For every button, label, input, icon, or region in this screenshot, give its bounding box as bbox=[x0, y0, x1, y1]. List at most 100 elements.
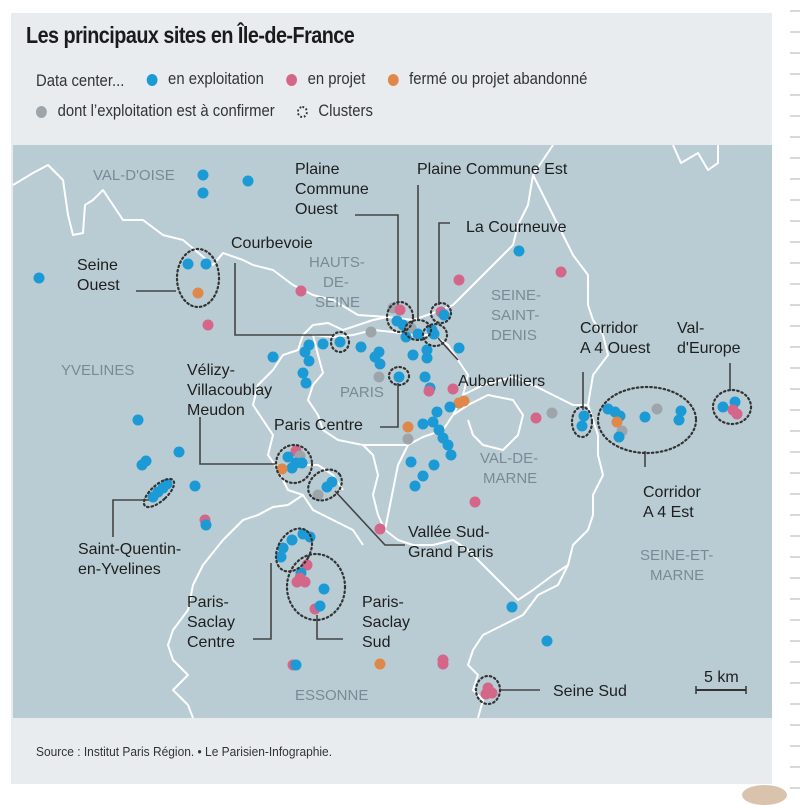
data-center-dot-exploitation bbox=[445, 449, 457, 461]
legend-item-projet: en projet bbox=[285, 70, 365, 89]
data-center-dot-exploitation bbox=[453, 342, 465, 354]
data-center-dot-exploitation bbox=[421, 352, 433, 364]
data-center-dot-exploitation bbox=[161, 478, 173, 490]
data-center-dot-exploitation bbox=[267, 351, 279, 363]
data-center-dot-exploitation bbox=[417, 418, 429, 430]
data-center-dot-exploitation bbox=[297, 367, 309, 379]
label-velizy-2: Villacoublay bbox=[187, 382, 272, 399]
data-center-dot-projet bbox=[423, 385, 435, 397]
boundary-val-de-marne-notch bbox=[452, 394, 524, 451]
data-center-dot-ferme bbox=[276, 463, 288, 475]
map: VAL-D'OISE HAUTS- DE- SEINE SEINE- SAINT… bbox=[13, 145, 772, 718]
boundary-val-doise bbox=[13, 145, 554, 321]
label-seine-ouest-1: Seine bbox=[77, 257, 118, 274]
data-center-dot-exploitation bbox=[286, 534, 298, 546]
legend-row-1: Data center... en exploitation en projet… bbox=[36, 70, 605, 91]
data-center-dot-ferme bbox=[374, 658, 386, 670]
data-center-dot-exploitation bbox=[275, 551, 287, 563]
corner-badge bbox=[742, 785, 787, 805]
dept-seine-saint-denis-1: SEINE- bbox=[491, 287, 541, 304]
cluster-ring-aubervilliers bbox=[421, 322, 449, 348]
label-val-deurope-1: Val- bbox=[677, 320, 704, 337]
boundary-val-de-marne bbox=[384, 435, 604, 601]
cluster-labels: Seine Ouest Courbevoie Plaine Commune Ou… bbox=[77, 161, 741, 700]
legend-item-exploitation: en exploitation bbox=[146, 70, 264, 89]
data-center-dot-exploitation bbox=[513, 245, 525, 257]
data-center-dot-exploitation bbox=[412, 328, 424, 340]
cluster-ring-courbevoie bbox=[329, 330, 351, 354]
legend-label: dont l’exploitation est à confirmer bbox=[57, 102, 275, 120]
boundary-essonne-seine-et-marne bbox=[467, 564, 569, 718]
label-velizy-1: Vélizy- bbox=[187, 362, 235, 379]
label-seine-ouest-2: Ouest bbox=[77, 277, 120, 294]
label-aubervilliers: Aubervilliers bbox=[458, 373, 545, 390]
leader-saclay-sud bbox=[316, 615, 343, 640]
data-center-dot-exploitation bbox=[318, 583, 330, 595]
cluster-ring-corridor-est bbox=[596, 385, 698, 455]
leader-vallee-sud bbox=[334, 490, 405, 546]
data-center-dot-exploitation bbox=[173, 446, 185, 458]
boundary-top-right bbox=[672, 145, 719, 171]
legend-label: en exploitation bbox=[168, 70, 264, 88]
dept-seine-saint-denis-3: DENIS bbox=[491, 327, 537, 344]
label-saclay-sud-3: Sud bbox=[362, 634, 390, 651]
label-saclay-centre-1: Paris- bbox=[187, 594, 229, 611]
dept-val-de-marne-1: VAL-DE- bbox=[480, 450, 538, 467]
label-saclay-centre-3: Centre bbox=[187, 634, 235, 651]
data-center-dot-exploitation bbox=[189, 480, 201, 492]
cluster-ring-velizy bbox=[274, 443, 314, 485]
label-paris-centre: Paris Centre bbox=[274, 417, 363, 434]
cluster-rings bbox=[142, 247, 753, 706]
data-center-dot-confirmer bbox=[651, 403, 663, 415]
data-center-dot-confirmer bbox=[546, 407, 558, 419]
data-center-dot-exploitation bbox=[576, 420, 588, 432]
data-center-dot-exploitation bbox=[290, 659, 302, 671]
scale-bar: 5 km bbox=[695, 669, 747, 694]
data-center-dot-exploitation bbox=[421, 344, 433, 356]
data-center-dot-exploitation bbox=[417, 470, 429, 482]
data-center-dot-ferme bbox=[458, 395, 470, 407]
legend-item-ferme: fermé ou projet abandonné bbox=[387, 70, 588, 89]
label-plaine-commune-est: Plaine Commune Est bbox=[417, 161, 568, 178]
dept-val-doise: VAL-D'OISE bbox=[93, 167, 175, 184]
data-center-dot-exploitation bbox=[419, 371, 431, 383]
label-corridor-ouest-2: A 4 Ouest bbox=[580, 340, 651, 357]
chart-title: Les principaux sites en Île-de-France bbox=[26, 22, 355, 48]
label-seine-sud: Seine Sud bbox=[553, 683, 627, 700]
data-center-dot-exploitation bbox=[140, 455, 152, 467]
data-center-dot-exploitation bbox=[299, 346, 311, 358]
legend-item-confirmer: dont l’exploitation est à confirmer bbox=[36, 102, 275, 121]
data-center-dot-exploitation bbox=[438, 309, 450, 321]
data-center-dot-projet bbox=[295, 285, 307, 297]
data-center-dot-exploitation bbox=[374, 358, 386, 370]
data-center-dot-projet bbox=[294, 572, 306, 584]
legend-label: fermé ou projet abandonné bbox=[409, 70, 588, 88]
dept-hauts-de-seine-3: SEINE bbox=[315, 294, 360, 311]
label-plaine-commune-ouest-2: Commune bbox=[295, 181, 369, 198]
data-center-dot-projet bbox=[480, 688, 492, 700]
data-center-dot-exploitation bbox=[444, 401, 456, 413]
data-center-dot-exploitation bbox=[428, 459, 440, 471]
cluster-ring-val-deurope bbox=[711, 388, 753, 426]
data-center-dot-ferme bbox=[402, 421, 414, 433]
data-center-dot-exploitation bbox=[427, 416, 439, 428]
legend-label: Clusters bbox=[318, 102, 373, 120]
legend-item-cluster: Clusters bbox=[296, 102, 373, 121]
cluster-ring-saint-quentin bbox=[142, 477, 176, 509]
data-center-dot-exploitation bbox=[639, 411, 651, 423]
data-center-dot-exploitation bbox=[132, 414, 144, 426]
data-center-dot-exploitation bbox=[355, 341, 367, 353]
cluster-ring-paris-centre bbox=[387, 365, 411, 387]
data-center-dot-exploitation bbox=[431, 406, 443, 418]
map-background bbox=[13, 145, 772, 718]
label-plaine-commune-ouest-3: Ouest bbox=[295, 201, 338, 218]
dept-seine-saint-denis-2: SAINT- bbox=[491, 307, 539, 324]
orange-dot-icon bbox=[387, 73, 399, 86]
blue-dot-icon bbox=[146, 73, 158, 86]
leader-saint-quentin bbox=[112, 499, 153, 537]
label-corridor-est-2: A 4 Est bbox=[643, 504, 694, 521]
leader-lines bbox=[112, 185, 731, 691]
data-center-dot-exploitation bbox=[400, 331, 412, 343]
boundary-hauts-de-seine bbox=[252, 316, 389, 546]
label-saclay-sud-2: Saclay bbox=[362, 614, 410, 631]
